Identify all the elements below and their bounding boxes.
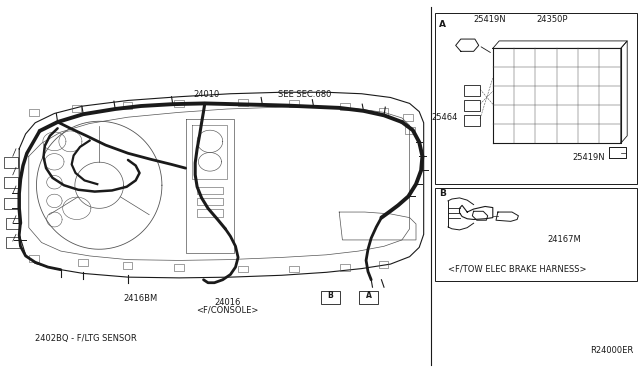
Bar <box>174 264 184 271</box>
Text: B: B <box>328 291 333 300</box>
Text: 24350P: 24350P <box>536 15 568 24</box>
Bar <box>197 198 223 205</box>
Bar <box>6 237 20 248</box>
Bar <box>4 198 18 209</box>
Text: B: B <box>439 189 446 198</box>
Bar <box>78 259 88 266</box>
Text: SEE SEC.680: SEE SEC.680 <box>278 90 332 99</box>
Bar <box>464 115 480 126</box>
Text: <F/TOW ELEC BRAKE HARNESS>: <F/TOW ELEC BRAKE HARNESS> <box>448 264 586 273</box>
Text: 24167M: 24167M <box>547 235 581 244</box>
Text: 2416BM: 2416BM <box>124 294 158 303</box>
Text: 25464: 25464 <box>432 113 458 122</box>
Bar <box>123 262 132 269</box>
Bar <box>289 266 299 272</box>
Text: 24016: 24016 <box>214 298 241 307</box>
Bar <box>29 109 39 116</box>
Text: 25419N: 25419N <box>572 153 605 162</box>
Text: A: A <box>365 291 372 300</box>
Text: 24010: 24010 <box>193 90 220 99</box>
Bar <box>238 266 248 272</box>
Bar <box>403 114 413 121</box>
Text: 25419N: 25419N <box>474 15 506 24</box>
Bar <box>238 99 248 106</box>
Bar <box>321 291 340 304</box>
Bar <box>435 13 637 184</box>
Bar <box>405 127 415 134</box>
Bar <box>435 188 637 281</box>
Bar <box>289 100 299 107</box>
Bar <box>29 255 39 262</box>
Bar <box>197 187 223 194</box>
Bar <box>359 291 378 304</box>
Bar <box>340 264 350 271</box>
Bar <box>72 105 81 112</box>
Bar <box>174 100 184 107</box>
Text: <F/CONSOLE>: <F/CONSOLE> <box>196 305 259 314</box>
Bar <box>197 209 223 217</box>
Bar <box>464 85 480 96</box>
Text: A: A <box>439 20 446 29</box>
Bar <box>379 261 388 268</box>
Bar <box>4 157 18 168</box>
Text: R24000ER: R24000ER <box>590 346 634 355</box>
Bar <box>123 102 132 109</box>
Text: 2402BQ - F/LTG SENSOR: 2402BQ - F/LTG SENSOR <box>35 334 137 343</box>
Bar <box>4 177 18 188</box>
Bar <box>379 108 388 115</box>
Bar <box>6 218 20 229</box>
Bar <box>464 100 480 111</box>
Bar <box>340 103 350 110</box>
